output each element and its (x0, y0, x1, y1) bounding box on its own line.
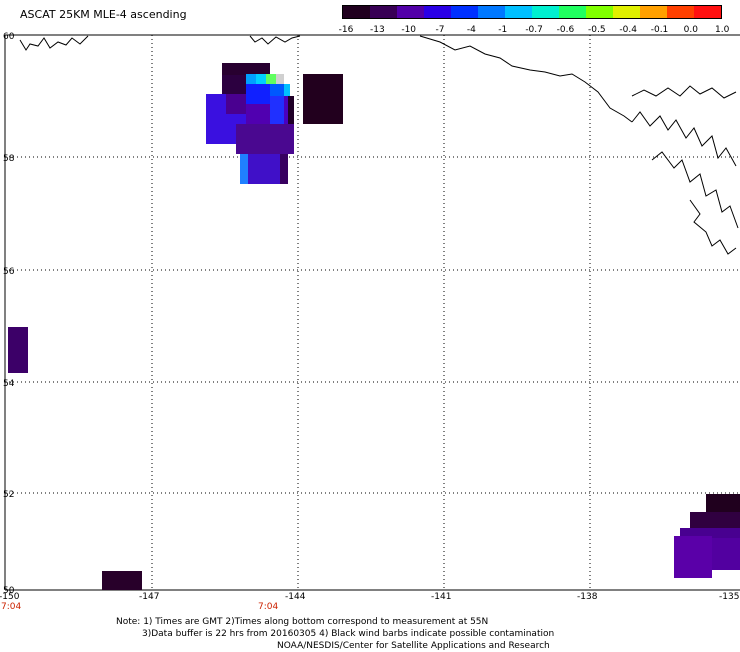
lon-label-141: -141 (431, 592, 451, 602)
cell (712, 538, 740, 570)
cell (102, 571, 142, 590)
colorbar-segment (397, 6, 424, 18)
cell (226, 94, 246, 114)
lat-label-50: 50 (3, 586, 15, 596)
coastline (19, 35, 739, 255)
grid-lines (5, 35, 740, 590)
time-label-mid: 7:04 (258, 602, 278, 612)
colorbar-label: 1.0 (715, 25, 730, 35)
colorbar-label: -0.5 (588, 25, 606, 35)
coastline-panhandle-islands (651, 151, 739, 229)
time-label-left: 7:04 (1, 602, 21, 612)
colorbar-label: -16 (338, 25, 354, 35)
cell (303, 74, 343, 124)
coastline-kenai (19, 35, 89, 51)
cell (288, 96, 294, 134)
colorbar-label: -4 (466, 25, 476, 35)
colorbar-labels: -16 -13 -10 -7 -4 -1 -0.7 -0.6 -0.5 -0.4 -0.1 0.0 1.… (322, 25, 740, 37)
colorbar-segment (343, 6, 370, 18)
colorbar-segment (694, 6, 721, 18)
colorbar-segment (478, 6, 505, 18)
cell (680, 528, 740, 538)
data-cells (8, 63, 740, 590)
colorbar-label: -0.4 (619, 25, 637, 35)
cell (222, 75, 248, 95)
cell (284, 84, 290, 96)
colorbar-segment (532, 6, 559, 18)
colorbar-label: 0.0 (683, 25, 699, 35)
cell (690, 512, 740, 532)
cell (256, 74, 266, 84)
colorbar-segment (451, 6, 478, 18)
colorbar-segment (424, 6, 451, 18)
cell (246, 84, 270, 104)
colorbar-label: -10 (401, 25, 417, 35)
cell (222, 63, 270, 75)
cell (270, 84, 284, 96)
colorbar-label: -7 (435, 25, 445, 35)
cell (284, 96, 290, 124)
lat-label-60: 60 (3, 32, 15, 42)
cell (270, 96, 284, 124)
colorbar-segment (640, 6, 667, 18)
colorbar-segment (667, 6, 694, 18)
lon-label-138: -138 (577, 592, 598, 602)
cell (266, 74, 276, 84)
colorbar-label: -0.1 (650, 25, 669, 35)
colorbar-label: -0.7 (525, 25, 543, 35)
cell (246, 104, 270, 124)
cell (236, 124, 294, 154)
note-line-2: 3)Data buffer is 22 hrs from 20160305 4)… (142, 629, 555, 639)
map-title: ASCAT 25KM MLE-4 ascending (20, 8, 187, 21)
cell (706, 494, 740, 514)
coastline-gulf (419, 35, 633, 123)
footer-notes: Note: 1) Times are GMT 2)Times along bot… (116, 616, 554, 652)
lat-label-58: 58 (3, 154, 15, 164)
colorbar-label: -13 (369, 25, 385, 35)
cell (674, 536, 712, 578)
cell (248, 154, 280, 184)
colorbar-segment (370, 6, 397, 18)
colorbar-segment (505, 6, 532, 18)
coastline-panhandle-north (631, 85, 737, 99)
cell (276, 74, 284, 84)
coastline-panhandle-south (689, 199, 737, 255)
colorbar-segment (586, 6, 613, 18)
colorbar-segment (559, 6, 586, 18)
cell (246, 74, 256, 84)
note-line-1: Note: 1) Times are GMT 2)Times along bot… (116, 617, 489, 627)
note-line-3: NOAA/NESDIS/Center for Satellite Applica… (277, 641, 550, 651)
lat-label-56: 56 (3, 267, 15, 277)
colorbar (342, 5, 722, 19)
cell (206, 94, 226, 144)
colorbar-segment (613, 6, 640, 18)
colorbar-label: -1 (498, 25, 508, 35)
cell (240, 154, 248, 184)
coastline-panhandle-mid (631, 111, 737, 167)
coastline-prince-william (249, 35, 301, 45)
cell (280, 154, 288, 184)
lat-label-52: 52 (3, 490, 14, 500)
lon-label-135: -135 (719, 592, 739, 602)
colorbar-label: -0.6 (556, 25, 575, 35)
lon-label-144: -144 (285, 592, 306, 602)
lat-label-54: 54 (3, 379, 15, 389)
lon-label-147: -147 (139, 592, 159, 602)
lon-label-150: -150 (0, 592, 20, 602)
cell (8, 327, 28, 373)
